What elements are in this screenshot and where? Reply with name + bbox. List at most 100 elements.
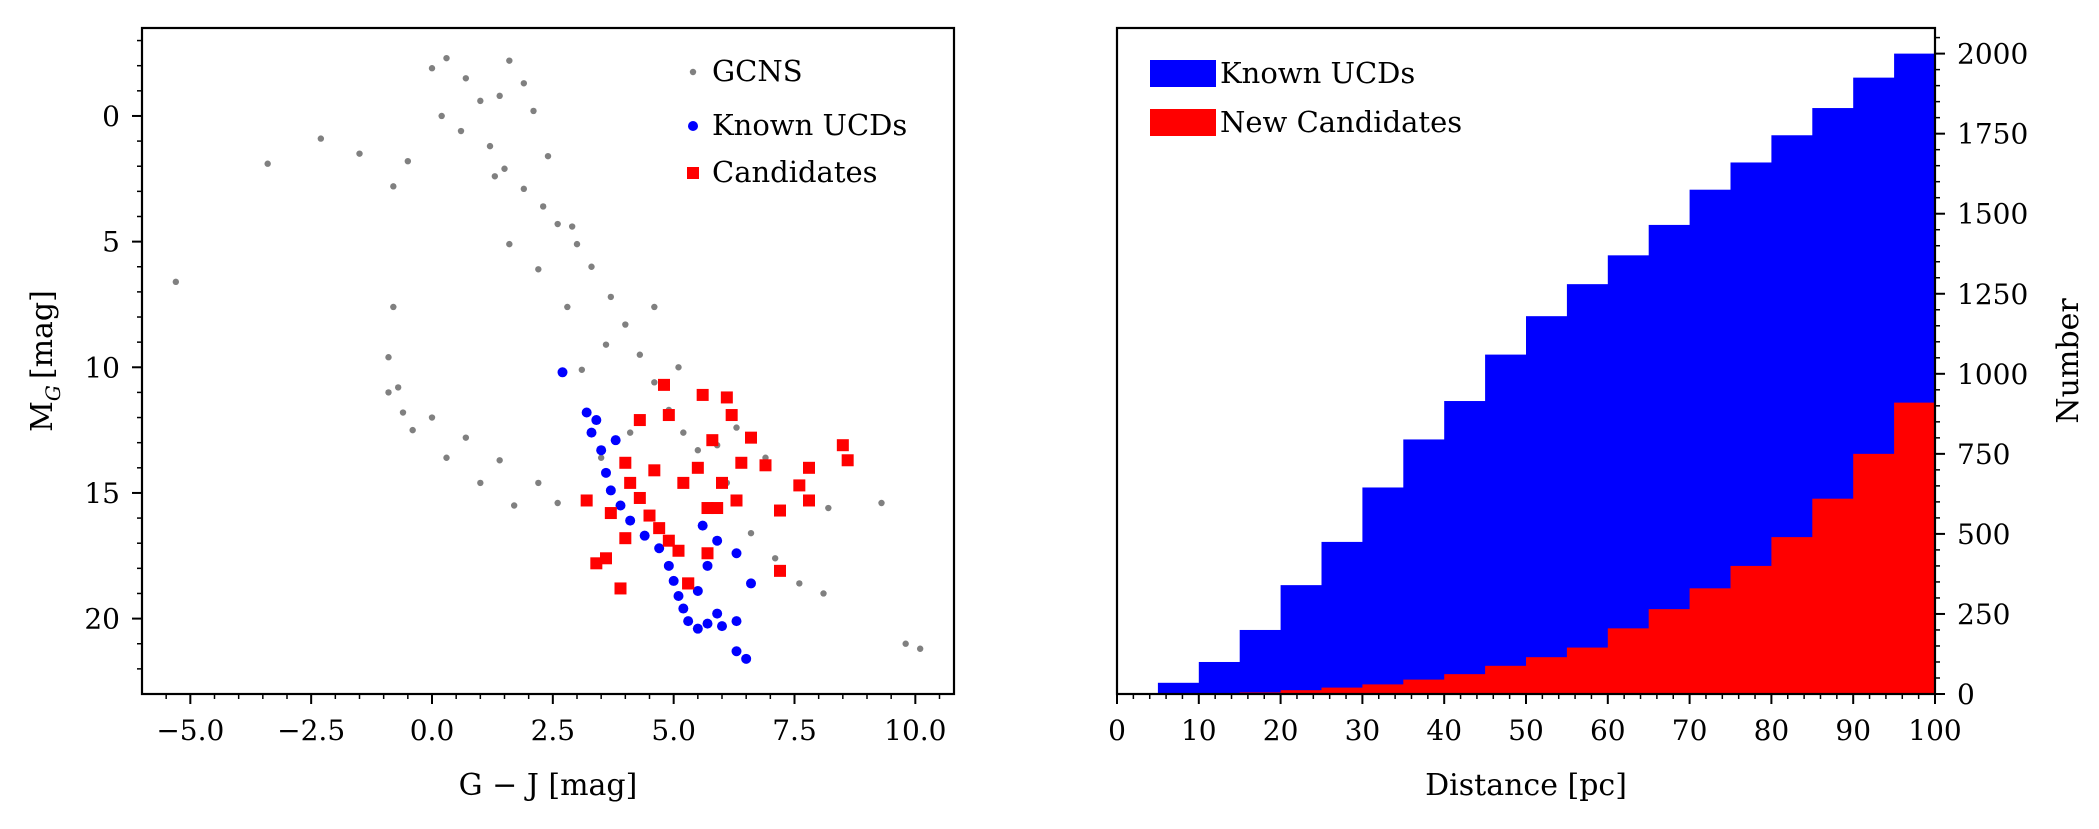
histogram-bar-known-ucds-12 <box>1607 255 1650 694</box>
scatter-point-known-ucds-28 <box>591 415 602 426</box>
scatter-legend: GCNS Known UCDs Candidates <box>687 54 907 189</box>
scatter-point-gcns-60 <box>916 645 924 652</box>
scatter-y-ticks: 0 5 10 15 20 <box>84 39 142 670</box>
scatter-point-gcns-25 <box>491 173 499 180</box>
histogram-bar-new-candidates-6 <box>1362 684 1404 694</box>
scatter-point-gcns-18 <box>680 429 687 436</box>
scatter-point-candidates-22 <box>716 476 728 489</box>
scatter-point-candidates-20 <box>735 456 748 469</box>
histogram-y-tick-label: 1000 <box>1957 358 2028 391</box>
histogram-x-tick-label: 80 <box>1754 714 1790 747</box>
histogram-x-tick-label: 90 <box>1835 714 1871 747</box>
scatter-point-gcns-61 <box>820 590 827 597</box>
legend-new-candidates-label: New Candidates <box>1220 105 1462 139</box>
scatter-point-gcns-21 <box>520 80 528 87</box>
scatter-point-candidates-30 <box>803 494 815 507</box>
histogram-y-tick-label: 1250 <box>1957 278 2028 311</box>
scatter-points <box>172 54 924 664</box>
scatter-point-known-ucds-8 <box>639 530 650 541</box>
scatter-point-known-ucds-13 <box>678 603 689 614</box>
scatter-point-candidates-28 <box>774 504 786 517</box>
scatter-point-candidates-19 <box>745 431 757 444</box>
scatter-point-gcns-64 <box>747 529 755 537</box>
scatter-point-gcns-7 <box>501 165 508 172</box>
scatter-point-candidates-36 <box>648 464 661 477</box>
scatter-point-candidates-7 <box>643 509 656 522</box>
histogram-x-tick-label: 40 <box>1426 714 1462 747</box>
histogram-bar-new-candidates-8 <box>1444 674 1486 694</box>
scatter-point-candidates-16 <box>706 434 719 447</box>
histogram-x-tick-label: 0 <box>1108 714 1126 747</box>
scatter-point-candidates-17 <box>720 391 733 404</box>
histogram-legend: Known UCDs New Candidates <box>1150 56 1462 139</box>
scatter-point-candidates-26 <box>691 461 704 474</box>
scatter-point-gcns-29 <box>317 135 325 142</box>
histogram-bar-new-candidates-17 <box>1812 498 1854 694</box>
histogram-bar-known-ucds-4 <box>1280 585 1323 694</box>
cmd-scatter-panel: −5.0 −2.5 0.0 2.5 5.0 7.5 10.0 0 5 10 15 20 G − J … <box>25 26 956 803</box>
histogram-x-tick-label: 30 <box>1345 714 1381 747</box>
scatter-point-gcns-59 <box>902 640 909 647</box>
histogram-x-tick-label: 50 <box>1508 714 1544 747</box>
scatter-point-gcns-69 <box>597 454 605 461</box>
scatter-point-candidates-21 <box>759 459 772 472</box>
scatter-y-axis-label: MG[mag] <box>25 290 65 432</box>
scatter-x-tick-label: 7.5 <box>772 714 817 747</box>
scatter-point-gcns-5 <box>457 127 465 135</box>
scatter-point-gcns-63 <box>771 555 779 562</box>
histogram-bar-known-ucds-10 <box>1526 316 1568 694</box>
scatter-point-known-ucds-14 <box>683 616 694 627</box>
scatter-axes-frame <box>140 26 956 696</box>
histogram-bar-known-ucds-8 <box>1444 401 1486 694</box>
histogram-y-tick-label: 750 <box>1957 438 2010 471</box>
histogram-bar-known-ucds-9 <box>1485 354 1527 694</box>
scatter-point-candidates-13 <box>658 378 670 391</box>
histogram-bar-new-candidates-7 <box>1403 679 1445 694</box>
histogram-bar-known-ucds-6 <box>1362 487 1404 694</box>
scatter-point-gcns-36 <box>428 414 436 421</box>
scatter-point-gcns-57 <box>825 504 832 512</box>
scatter-point-candidates-1 <box>590 557 603 570</box>
scatter-point-gcns-50 <box>506 240 513 248</box>
scatter-point-gcns-20 <box>506 57 513 64</box>
histogram-bar-known-ucds-3 <box>1239 629 1282 694</box>
scatter-point-gcns-43 <box>443 454 450 461</box>
scatter-point-gcns-8 <box>520 185 528 193</box>
scatter-point-gcns-4 <box>438 112 445 120</box>
scatter-point-known-ucds-29 <box>610 435 621 446</box>
scatter-point-gcns-67 <box>675 364 682 371</box>
scatter-point-known-ucds-10 <box>663 560 674 571</box>
scatter-point-candidates-4 <box>619 456 632 469</box>
histogram-y-ticks: 0 250 500 750 1000 1250 1500 1750 2000 <box>1935 36 2028 711</box>
scatter-point-gcns-30 <box>264 160 271 167</box>
scatter-point-candidates-25 <box>701 502 714 515</box>
scatter-point-gcns-45 <box>385 389 392 396</box>
scatter-point-known-ucds-2 <box>586 427 597 438</box>
scatter-point-gcns-33 <box>385 354 392 361</box>
scatter-point-known-ucds-7 <box>625 515 636 526</box>
scatter-point-gcns-26 <box>404 158 412 165</box>
legend-gcns-label: GCNS <box>712 54 803 88</box>
scatter-point-known-ucds-15 <box>692 623 703 634</box>
scatter-point-gcns-68 <box>626 429 634 436</box>
scatter-point-gcns-52 <box>651 303 658 311</box>
scatter-y-tick-label: 20 <box>84 603 120 636</box>
histogram-bar-new-candidates-11 <box>1566 647 1609 694</box>
scatter-x-axis-label: G − J [mag] <box>459 768 638 803</box>
scatter-point-gcns-0 <box>428 65 436 72</box>
histogram-bar-new-candidates-15 <box>1730 565 1772 694</box>
histogram-x-tick-label: 70 <box>1672 714 1708 747</box>
scatter-point-gcns-11 <box>573 240 581 248</box>
scatter-point-known-ucds-11 <box>668 575 679 586</box>
scatter-point-candidates-5 <box>624 476 637 489</box>
histogram-bar-new-candidates-12 <box>1607 628 1650 694</box>
histogram-bar-new-candidates-19 <box>1894 402 1936 694</box>
legend-known-ucds-hist-label: Known UCDs <box>1220 56 1415 90</box>
scatter-point-candidates-37 <box>604 507 617 520</box>
scatter-y-tick-label: 5 <box>102 226 120 259</box>
scatter-x-tick-label: −5.0 <box>156 714 224 747</box>
scatter-point-gcns-24 <box>544 152 552 160</box>
scatter-point-gcns-42 <box>477 479 484 487</box>
histogram-x-tick-label: 20 <box>1263 714 1299 747</box>
scatter-point-gcns-6 <box>486 142 494 150</box>
